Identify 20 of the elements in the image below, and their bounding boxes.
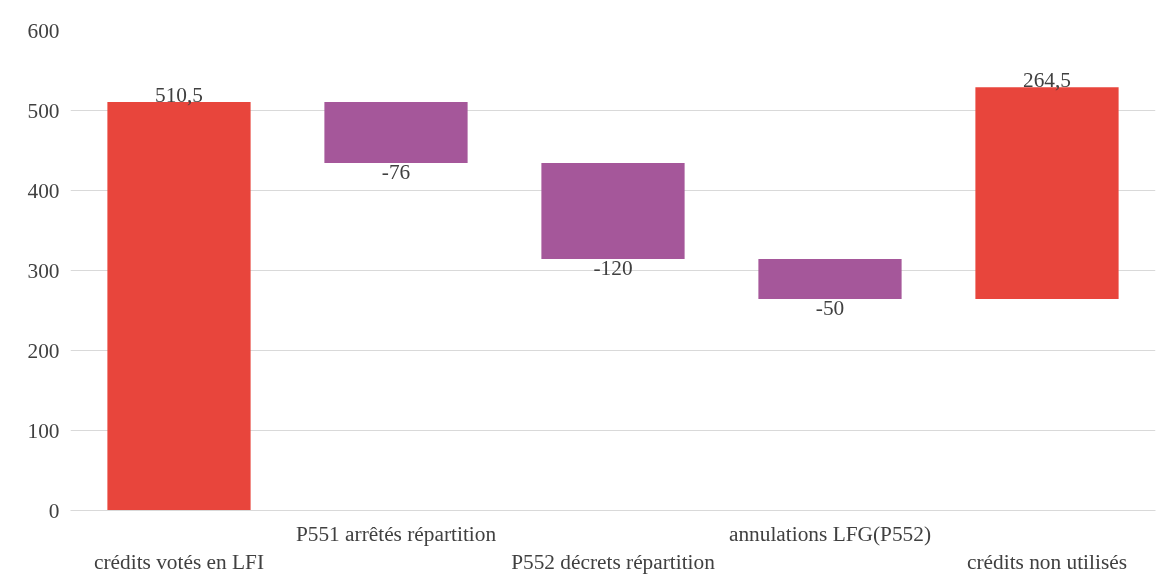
- bar: [324, 102, 468, 163]
- bar: [758, 258, 902, 299]
- x-tick-label: P551 arrêtés répartition: [295, 521, 497, 546]
- data-label: 510,5: [155, 83, 204, 108]
- y-tick-label: 300: [27, 258, 60, 283]
- y-tick-label: 600: [27, 18, 60, 43]
- data-label: -76: [381, 159, 411, 184]
- x-tick-label: crédits non utilisés: [967, 550, 1127, 575]
- bar: [541, 162, 685, 259]
- y-tick-label: 500: [27, 98, 60, 123]
- x-tick-label: annulations LFG(P552): [728, 521, 932, 546]
- y-tick-label: 400: [27, 178, 60, 203]
- data-label: -50: [815, 295, 845, 320]
- y-tick-label: 200: [27, 338, 60, 363]
- x-tick-label: P552 décrets répartition: [511, 550, 716, 575]
- data-label: 264,5: [1023, 68, 1072, 93]
- x-tick-label: crédits votés en LFI: [94, 550, 265, 575]
- data-label: -120: [593, 255, 633, 280]
- y-tick-label: 100: [27, 418, 60, 443]
- y-tick-label: 0: [48, 498, 60, 523]
